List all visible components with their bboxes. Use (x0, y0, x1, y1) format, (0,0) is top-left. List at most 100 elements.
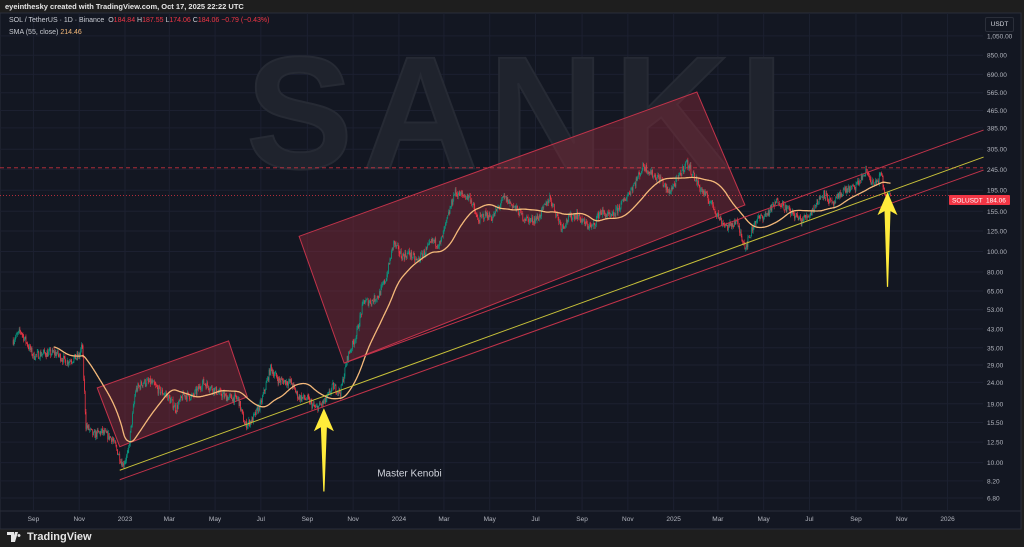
candle (500, 202, 502, 206)
candle (179, 399, 181, 401)
candle (108, 433, 110, 440)
candle (169, 397, 171, 404)
candle (32, 355, 34, 356)
candle (246, 421, 247, 429)
candle (62, 360, 64, 363)
candle (524, 219, 526, 221)
candle (716, 213, 717, 216)
candle (344, 367, 346, 377)
candle (528, 218, 530, 224)
candle (495, 208, 497, 212)
candle (517, 206, 518, 210)
time-axis[interactable]: Sep Nov 2023 Mar May Jul Sep Nov 2024 Mar May Jul Se… (0, 510, 1021, 523)
candle (251, 417, 253, 423)
candle (724, 224, 725, 226)
candle (144, 379, 145, 384)
candle (480, 214, 482, 216)
footer-bar (0, 530, 1024, 547)
candle (714, 209, 716, 212)
candle (679, 172, 680, 174)
candle (445, 223, 446, 227)
candle (470, 200, 472, 202)
candle (775, 201, 777, 204)
candle (882, 175, 884, 188)
candle (141, 381, 142, 386)
candle (877, 180, 879, 182)
candle (290, 379, 292, 383)
candle (650, 171, 652, 175)
candle (328, 390, 330, 393)
candle (686, 160, 688, 162)
candle (388, 263, 390, 265)
candle (79, 353, 81, 358)
trendlines[interactable] (119, 129, 984, 481)
candle (202, 378, 204, 383)
candle (277, 379, 279, 384)
candle (36, 354, 37, 355)
grid (0, 13, 983, 510)
candle (247, 422, 249, 426)
candle (59, 354, 61, 356)
currency-button[interactable]: USDT (985, 17, 1014, 32)
candle (120, 461, 122, 463)
candle (809, 215, 811, 216)
candle (539, 214, 541, 218)
candle (222, 392, 224, 394)
candle (361, 313, 362, 315)
candle (669, 189, 671, 194)
candle (34, 359, 36, 360)
candle (331, 388, 332, 393)
candle (753, 225, 755, 230)
candle (560, 223, 562, 230)
candle (325, 398, 326, 403)
candle (551, 204, 553, 207)
candle (122, 463, 124, 467)
candle (662, 180, 664, 186)
candle (77, 353, 79, 358)
time-tick-label: Sep (302, 516, 314, 523)
price-tick-label: 65.00 (987, 288, 1004, 295)
candle (703, 190, 704, 195)
time-tick-label: 2025 (666, 516, 681, 523)
candle (66, 360, 68, 366)
candle (410, 251, 412, 257)
candle (604, 214, 606, 218)
candle (818, 204, 819, 205)
arrow-annotations[interactable] (313, 192, 898, 492)
candle (304, 398, 306, 399)
candle (171, 399, 173, 401)
candle (808, 216, 810, 218)
candle (654, 174, 656, 176)
sma-value: 214.46 (60, 29, 82, 36)
horizontal-levels[interactable] (0, 167, 983, 196)
candle (275, 372, 277, 374)
candle (763, 216, 765, 221)
low-value: 174.06 (169, 17, 191, 24)
sma-row[interactable]: SMA (55, close) 214.46 (9, 27, 269, 39)
price-chart[interactable]: SANKI Master Kenobi 1,050.00 850.00 690.00… (0, 0, 1024, 530)
candle (483, 214, 485, 220)
candle (598, 213, 600, 219)
candle (491, 219, 493, 221)
candle (148, 381, 150, 382)
candle (740, 231, 742, 237)
candle (68, 362, 70, 365)
drawing-boxes[interactable] (96, 91, 746, 448)
candle (850, 186, 852, 190)
candle (214, 388, 216, 394)
candle (129, 432, 131, 445)
last-price-value: 184.06 (986, 198, 1006, 205)
candle (279, 378, 280, 381)
candle (484, 217, 485, 220)
candle (612, 212, 614, 214)
candle (379, 291, 381, 296)
candle (597, 212, 599, 217)
candle (526, 216, 528, 218)
time-tick-label: Jul (531, 516, 540, 523)
candle (446, 218, 448, 220)
candle (839, 191, 841, 197)
candle (493, 214, 494, 218)
price-axis[interactable]: 1,050.00 850.00 690.00 565.00 465.00 385.00 30… (987, 33, 1013, 502)
candle (695, 180, 696, 181)
candle (435, 238, 437, 247)
